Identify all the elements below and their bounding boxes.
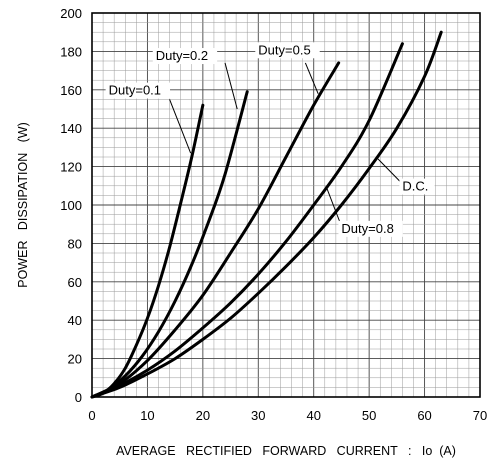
y-tick-label: 40	[68, 313, 82, 328]
annotation-duty-0-8: Duty=0.8	[341, 221, 393, 236]
grid	[92, 13, 480, 397]
x-tick-label: 50	[362, 408, 376, 423]
x-tick-label: 20	[196, 408, 210, 423]
x-tick-label: 30	[251, 408, 265, 423]
x-tick-label: 0	[88, 408, 95, 423]
y-tick-label: 140	[60, 121, 82, 136]
y-tick-label: 60	[68, 275, 82, 290]
y-tick-label: 200	[60, 6, 82, 21]
x-tick-label: 10	[140, 408, 154, 423]
annotation-duty-0-1: Duty=0.1	[109, 83, 161, 98]
y-tick-label: 0	[75, 390, 82, 405]
y-tick-label: 100	[60, 198, 82, 213]
y-tick-label: 20	[68, 352, 82, 367]
y-axis-label: POWER DISSIPATION (W)	[16, 122, 30, 288]
annotation-duty-0-5: Duty=0.5	[258, 42, 310, 57]
y-tick-label: 160	[60, 83, 82, 98]
x-axis-label: AVERAGE RECTIFIED FORWARD CURRENT : Io (…	[116, 444, 456, 458]
x-tick-label: 70	[473, 408, 487, 423]
x-tick-label: 40	[306, 408, 320, 423]
annotation-d-c: D.C.	[402, 179, 428, 194]
y-tick-label: 180	[60, 44, 82, 59]
x-tick-label: 60	[417, 408, 431, 423]
y-tick-label: 80	[68, 236, 82, 251]
annotation-duty-0-2: Duty=0.2	[156, 48, 208, 63]
y-tick-label: 120	[60, 160, 82, 175]
